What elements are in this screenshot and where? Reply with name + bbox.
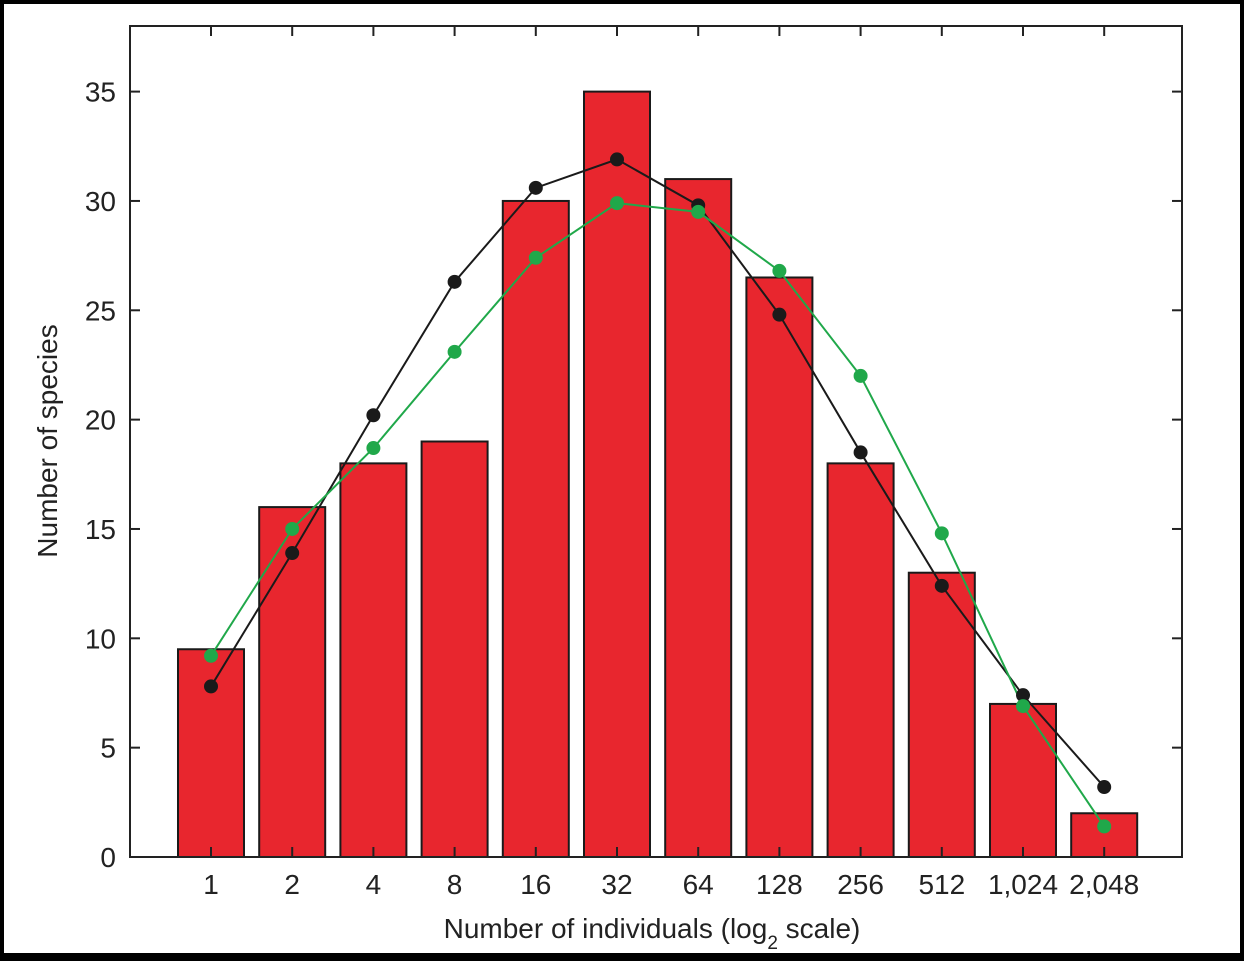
series-2-point-16: [528, 250, 543, 265]
bar-512: [907, 571, 976, 858]
bar-256: [826, 462, 895, 858]
series-1-point-128: [772, 307, 787, 322]
series-2-point-512: [934, 526, 949, 541]
series-1-point-2,048: [1097, 780, 1112, 795]
x-tick-label-2,048: 2,048: [1069, 869, 1139, 900]
series-1-point-32: [610, 152, 624, 167]
series-1-point-256: [853, 445, 868, 460]
x-tick-label-512: 512: [918, 869, 965, 900]
y-axis-title: Number of species: [32, 324, 63, 557]
series-2-point-64: [691, 204, 706, 219]
series-1-point-2: [285, 546, 300, 561]
y-tick-label-5: 5: [100, 733, 116, 764]
bar-128: [745, 276, 814, 859]
series-2-point-2: [285, 521, 300, 536]
y-tick-label-20: 20: [85, 405, 116, 436]
series-line-2: [210, 202, 1106, 827]
series-1-point-8: [447, 274, 462, 289]
x-tick-label-1,024: 1,024: [988, 869, 1058, 900]
bar-32: [583, 90, 651, 858]
series-2-point-256: [853, 368, 868, 383]
series-2-point-32: [610, 196, 624, 211]
bar-16: [501, 199, 570, 858]
x-tick-label-1: 1: [203, 869, 219, 900]
bar-2: [258, 506, 327, 858]
x-tick-label-8: 8: [447, 869, 463, 900]
series-2-point-128: [772, 263, 787, 278]
y-tick-label-35: 35: [85, 77, 116, 108]
bar-8: [420, 440, 489, 858]
line-group: [204, 152, 1112, 834]
x-axis-title-main: Number of individuals (log: [444, 913, 768, 944]
y-tick-label-15: 15: [85, 514, 116, 545]
y-tick-label-30: 30: [85, 186, 116, 217]
x-tick-label-16: 16: [520, 869, 551, 900]
series-line-1: [210, 158, 1105, 788]
x-tick-label-128: 128: [756, 869, 803, 900]
x-axis-title-end: scale): [778, 913, 860, 944]
x-tick-label-32: 32: [601, 869, 632, 900]
tick-label-group: 0 5 10 15 20 25 30 35 1 2 4 8 16 32 64 128 256 512 1,024 2,…: [85, 77, 1139, 900]
bar-4: [339, 462, 408, 858]
series-2-point-4: [366, 441, 381, 456]
bar-1,024: [989, 702, 1057, 859]
x-tick-label-64: 64: [683, 869, 714, 900]
series-2-point-1: [204, 648, 218, 663]
series-1-point-4: [366, 408, 381, 423]
x-axis-title-subscript: 2: [767, 933, 778, 954]
y-tick-label-0: 0: [100, 842, 116, 873]
x-tick-label-256: 256: [837, 869, 884, 900]
bar-group: [177, 90, 1139, 859]
series-1-point-512: [934, 578, 949, 593]
series-1-point-16: [528, 180, 543, 195]
bar-64: [664, 178, 733, 859]
x-tick-label-2: 2: [284, 869, 300, 900]
y-tick-label-25: 25: [85, 295, 116, 326]
plot-frame: [129, 25, 1183, 858]
y-tick-label-10: 10: [85, 623, 116, 654]
x-axis-title: Number of individuals (log2 scale): [444, 913, 861, 954]
x-tick-label-4: 4: [366, 869, 382, 900]
chart-frame: 0 5 10 15 20 25 30 35 1 2 4 8 16 32 64 128 256 512 1,024 2,…: [4, 4, 1240, 954]
species-abundance-chart: 0 5 10 15 20 25 30 35 1 2 4 8 16 32 64 128 256 512 1,024 2,…: [32, 25, 1183, 954]
series-2-point-8: [447, 344, 462, 359]
series-2-point-1,024: [1016, 699, 1030, 714]
series-1-point-1,024: [1016, 688, 1030, 703]
series-1-point-1: [204, 679, 218, 694]
series-2-point-2,048: [1097, 819, 1112, 834]
tick-group: [130, 26, 1182, 858]
